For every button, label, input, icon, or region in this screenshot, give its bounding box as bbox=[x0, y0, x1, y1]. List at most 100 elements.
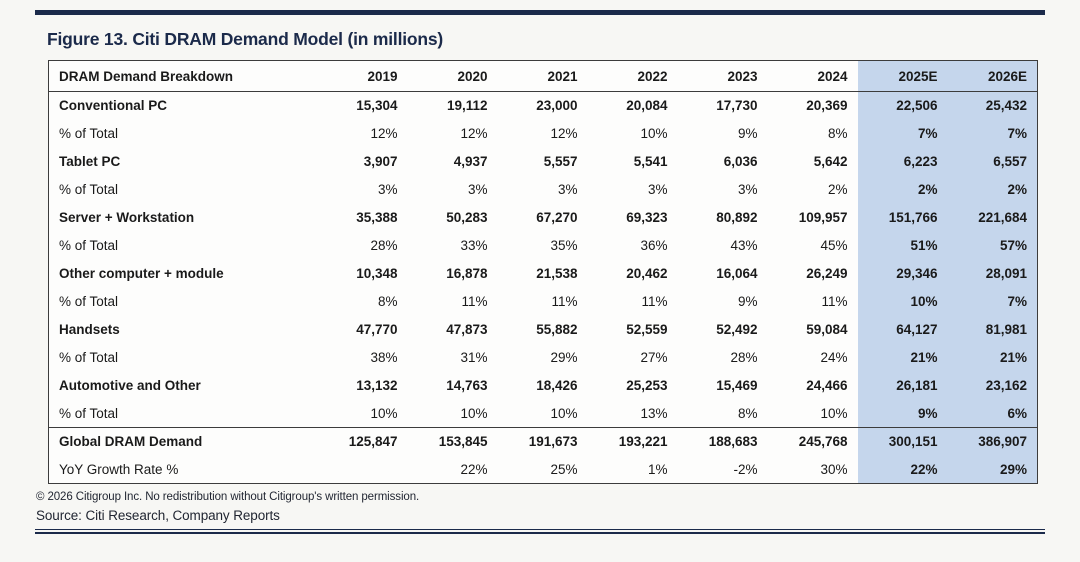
cell-value: 10% bbox=[640, 126, 668, 141]
cell-value: 6,036 bbox=[723, 154, 758, 169]
cell-value: 245,768 bbox=[767, 427, 858, 456]
row-label: % of Total bbox=[59, 126, 119, 141]
table-row: YoY Growth Rate % 22% 25% 1% -2% 30% 22% 29% bbox=[49, 455, 1038, 484]
cell-value: 23,000 bbox=[536, 98, 578, 114]
row-label: Tablet PC bbox=[59, 154, 121, 169]
cell-value: 3% bbox=[647, 182, 668, 197]
cell-value: 10% bbox=[820, 405, 848, 421]
cell-value: 1% bbox=[647, 461, 668, 477]
cell-value: 22% bbox=[857, 455, 948, 484]
cell-value: 20,084 bbox=[626, 98, 668, 114]
cell-value: 16,064 bbox=[716, 266, 758, 281]
cell-value: 35,388 bbox=[356, 210, 398, 225]
column-header-year: 2022 bbox=[587, 60, 678, 92]
cell-value: 57% bbox=[947, 231, 1038, 260]
row-label: Automotive and Other bbox=[59, 378, 201, 393]
table-row: Server + Workstation 35,388 50,283 67,270 69… bbox=[49, 203, 1038, 232]
cell-value: 24% bbox=[820, 350, 848, 365]
source-text: Source: Citi Research, Company Reports bbox=[36, 508, 280, 523]
cell-value: 31% bbox=[460, 350, 488, 365]
cell-value: 8% bbox=[827, 126, 848, 141]
cell-value: 125,847 bbox=[317, 427, 408, 456]
cell-value: 2% bbox=[947, 175, 1038, 204]
cell-value: 7% bbox=[857, 119, 948, 148]
cell-value: 47,770 bbox=[356, 322, 398, 337]
table-row: Other computer + module 10,348 16,878 21,53… bbox=[49, 259, 1038, 288]
table-row: Handsets 47,770 47,873 55,882 52,559 52,492 59… bbox=[49, 315, 1038, 344]
column-header-label: DRAM Demand Breakdown bbox=[48, 60, 318, 92]
cell-value: 22% bbox=[460, 461, 488, 477]
cell-value: 50,283 bbox=[446, 210, 488, 225]
row-label: YoY Growth Rate % bbox=[59, 461, 179, 477]
cell-value: 33% bbox=[460, 238, 488, 253]
cell-value: 21% bbox=[857, 343, 948, 372]
cell-value: 151,766 bbox=[857, 203, 948, 232]
cell-value: -2% bbox=[733, 461, 758, 477]
cell-value: 193,221 bbox=[587, 427, 678, 456]
table-row: % of Total 10% 10% 10% 13% 8% 10% 9% 6% bbox=[49, 399, 1038, 428]
cell-value: 11% bbox=[821, 294, 848, 309]
cell-value: 8% bbox=[377, 294, 398, 309]
cell-value: 22,506 bbox=[857, 91, 948, 120]
cell-value: 6,557 bbox=[947, 147, 1038, 176]
cell-value: 5,557 bbox=[543, 154, 578, 169]
row-label: Handsets bbox=[59, 322, 120, 337]
cell-value: 52,559 bbox=[626, 322, 668, 337]
cell-value: 27% bbox=[640, 350, 668, 365]
row-label: % of Total bbox=[59, 350, 119, 365]
cell-value: 9% bbox=[857, 399, 948, 428]
cell-value: 13,132 bbox=[356, 378, 398, 393]
cell-value: 18,426 bbox=[536, 378, 578, 393]
cell-value: 4,937 bbox=[453, 154, 488, 169]
cell-value: 35% bbox=[550, 238, 578, 253]
cell-value: 3% bbox=[467, 182, 488, 197]
cell-value: 20,462 bbox=[626, 266, 668, 281]
row-label: % of Total bbox=[59, 405, 119, 421]
cell-value: 3,907 bbox=[363, 154, 398, 169]
cell-value: 23,162 bbox=[947, 371, 1038, 400]
cell-value: 3% bbox=[377, 182, 398, 197]
figure-title: Figure 13. Citi DRAM Demand Model (in mi… bbox=[47, 29, 444, 49]
cell-value: 3% bbox=[557, 182, 578, 197]
cell-value: 80,892 bbox=[716, 210, 758, 225]
cell-value: 6,223 bbox=[857, 147, 948, 176]
table-row: Automotive and Other 13,132 14,763 18,426 25… bbox=[49, 371, 1038, 400]
table-row: % of Total 28% 33% 35% 36% 43% 45% 51% 57% bbox=[49, 231, 1038, 260]
table-row: % of Total 3% 3% 3% 3% 3% 2% 2% 2% bbox=[49, 175, 1038, 204]
table-row: % of Total 8% 11% 11% 11% 9% 11% 10% 7% bbox=[49, 287, 1038, 316]
table-row: % of Total 12% 12% 12% 10% 9% 8% 7% 7% bbox=[49, 119, 1038, 148]
cell-value: 28% bbox=[370, 238, 398, 253]
cell-value: 10,348 bbox=[356, 266, 398, 281]
cell-value: 10% bbox=[370, 405, 398, 421]
cell-value: 26,249 bbox=[806, 266, 848, 281]
copyright-text: © 2026 Citigroup Inc. No redistribution … bbox=[36, 491, 420, 503]
cell-value: 12% bbox=[370, 126, 398, 141]
cell-value: 28,091 bbox=[947, 259, 1038, 288]
row-label: % of Total bbox=[59, 294, 119, 309]
cell-value: 36% bbox=[640, 238, 668, 253]
cell-value: 191,673 bbox=[497, 427, 588, 456]
cell-value: 26,181 bbox=[857, 371, 948, 400]
cell-value: 69,323 bbox=[626, 210, 668, 225]
cell-value: 10% bbox=[550, 405, 578, 421]
cell-value: 20,369 bbox=[806, 98, 848, 114]
column-header-year: 2025E bbox=[857, 60, 948, 92]
row-label: Other computer + module bbox=[59, 266, 224, 281]
cell-value: 64,127 bbox=[857, 315, 948, 344]
top-rule bbox=[35, 10, 1045, 15]
cell-value: 67,270 bbox=[536, 210, 578, 225]
cell-value: 51% bbox=[857, 231, 948, 260]
cell-value: 7% bbox=[947, 119, 1038, 148]
bottom-rule bbox=[35, 529, 1045, 534]
cell-value: 28% bbox=[730, 350, 758, 365]
row-label: Conventional PC bbox=[59, 98, 168, 114]
row-label: Global DRAM Demand bbox=[48, 427, 318, 456]
cell-value: 16,878 bbox=[446, 266, 488, 281]
cell-value: 11% bbox=[461, 294, 488, 309]
cell-value: 10% bbox=[460, 405, 488, 421]
cell-value: 6% bbox=[947, 399, 1038, 428]
column-header-year: 2019 bbox=[317, 60, 408, 92]
cell-value: 221,684 bbox=[947, 203, 1038, 232]
cell-value: 59,084 bbox=[806, 322, 848, 337]
cell-value: 30% bbox=[820, 461, 848, 477]
